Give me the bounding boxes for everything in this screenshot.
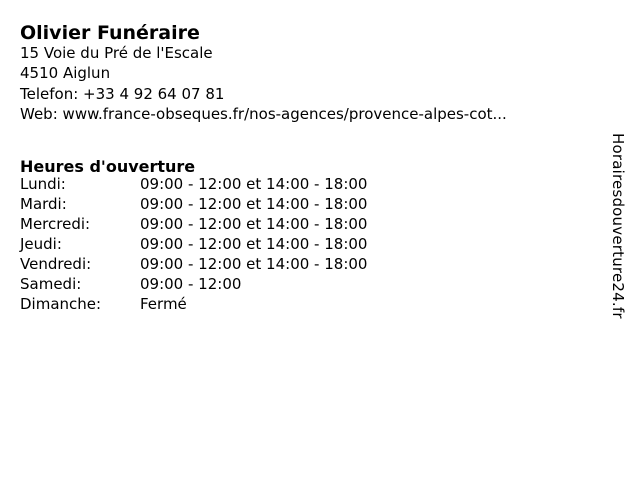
address-street: 15 Voie du Pré de l'Escale (20, 44, 213, 62)
contact-block: 15 Voie du Pré de l'Escale 4510 Aiglun T… (20, 43, 507, 125)
day-label: Mardi: (20, 195, 67, 213)
day-label: Jeudi: (20, 235, 62, 253)
day-label: Mercredi: (20, 215, 91, 233)
opening-hours-row: Jeudi: 09:00 - 12:00 et 14:00 - 18:00 (20, 235, 367, 255)
web-url-link[interactable]: www.france-obseques.fr/nos-agences/prove… (62, 105, 507, 124)
opening-hours-row: Vendredi: 09:00 - 12:00 et 14:00 - 18:00 (20, 255, 367, 275)
opening-hours-row: Dimanche: Fermé (20, 295, 367, 315)
day-hours: 09:00 - 12:00 (140, 275, 242, 293)
day-label: Samedi: (20, 275, 82, 293)
opening-hours-body: Lundi: 09:00 - 12:00 et 14:00 - 18:00 Mard… (20, 175, 367, 315)
opening-hours-heading: Heures d'ouverture (20, 157, 196, 177)
watermark-site-name: Horairesdouverture24.fr (609, 133, 627, 319)
phone-value: +33 4 92 64 07 81 (83, 84, 225, 103)
day-label: Vendredi: (20, 255, 92, 273)
day-hours: 09:00 - 12:00 et 14:00 - 18:00 (140, 195, 368, 213)
day-label: Lundi: (20, 175, 66, 193)
phone-label: Telefon: (20, 84, 79, 103)
opening-hours-row: Samedi: 09:00 - 12:00 (20, 275, 367, 295)
day-hours: 09:00 - 12:00 et 14:00 - 18:00 (140, 215, 368, 233)
web-line: Web: www.france-obseques.fr/nos-agences/… (20, 104, 507, 124)
day-hours: 09:00 - 12:00 et 14:00 - 18:00 (140, 175, 368, 193)
opening-hours-row: Mercredi: 09:00 - 12:00 et 14:00 - 18:00 (20, 215, 367, 235)
opening-hours-row: Lundi: 09:00 - 12:00 et 14:00 - 18:00 (20, 175, 367, 195)
opening-hours-table: Lundi: 09:00 - 12:00 et 14:00 - 18:00 Mard… (20, 175, 367, 315)
address-city: 4510 Aiglun (20, 64, 111, 83)
page-title: Olivier Funéraire (20, 21, 200, 44)
day-hours: 09:00 - 12:00 et 14:00 - 18:00 (140, 235, 368, 253)
opening-hours-row: Mardi: 09:00 - 12:00 et 14:00 - 18:00 (20, 195, 367, 215)
day-hours: Fermé (140, 295, 187, 313)
web-label: Web: (20, 105, 58, 124)
phone-line: Telefon: +33 4 92 64 07 81 (20, 84, 507, 104)
day-hours: 09:00 - 12:00 et 14:00 - 18:00 (140, 255, 368, 273)
day-label: Dimanche: (20, 295, 102, 313)
